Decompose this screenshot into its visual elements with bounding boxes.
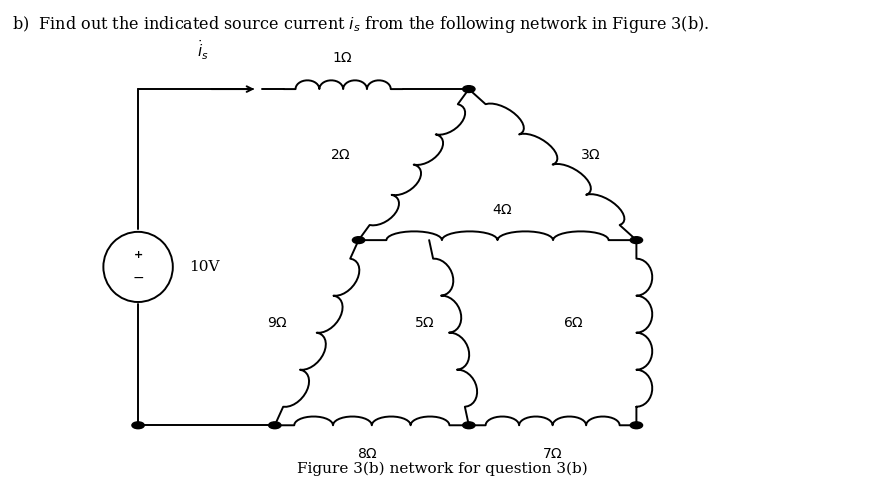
Circle shape (132, 422, 144, 429)
Text: $7\Omega$: $7\Omega$ (542, 447, 563, 461)
Text: 10V: 10V (189, 260, 220, 274)
Circle shape (462, 86, 475, 93)
Text: $8\Omega$: $8\Omega$ (357, 447, 378, 461)
Circle shape (630, 237, 642, 244)
Text: $3\Omega$: $3\Omega$ (581, 148, 601, 162)
Text: $9\Omega$: $9\Omega$ (267, 316, 288, 330)
Text: $5\Omega$: $5\Omega$ (414, 316, 435, 330)
Text: +: + (134, 250, 142, 260)
Circle shape (352, 237, 365, 244)
Text: Figure 3(b) network for question 3(b): Figure 3(b) network for question 3(b) (297, 462, 588, 476)
Circle shape (462, 422, 475, 429)
Circle shape (630, 422, 642, 429)
Text: $4\Omega$: $4\Omega$ (492, 203, 513, 217)
Text: $\dot{i}_s$: $\dot{i}_s$ (196, 39, 209, 62)
Text: $2\Omega$: $2\Omega$ (331, 148, 351, 162)
Circle shape (269, 422, 281, 429)
Text: $6\Omega$: $6\Omega$ (563, 316, 583, 330)
Text: −: − (133, 270, 144, 285)
Text: $1\Omega$: $1\Omega$ (332, 51, 353, 65)
Text: b)  Find out the indicated source current $i_s$ from the following network in Fi: b) Find out the indicated source current… (12, 14, 710, 35)
